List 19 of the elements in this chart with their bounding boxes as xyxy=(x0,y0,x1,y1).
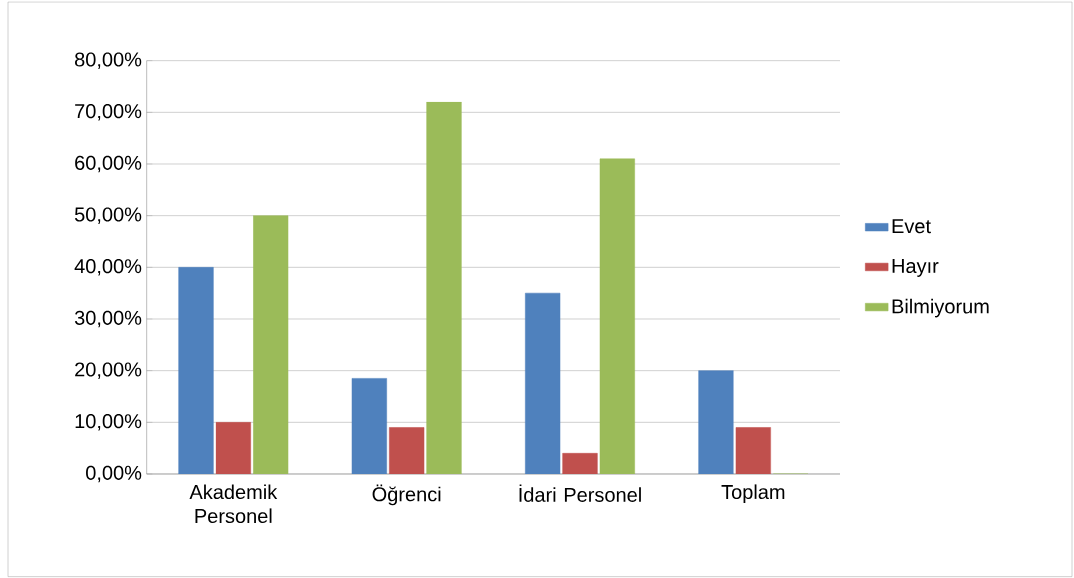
y-tick-label: 40,00% xyxy=(74,259,142,276)
y-tick-label: 0,00% xyxy=(86,465,142,483)
bar xyxy=(253,215,289,474)
legend-label: Bilmiyorum xyxy=(892,298,989,318)
bar xyxy=(599,158,635,474)
y-tick-label: 80,00% xyxy=(75,52,142,69)
y-tick-label: 30,00% xyxy=(74,310,142,328)
y-tick-label: 70,00% xyxy=(75,104,142,121)
y-tick-label: 20,00% xyxy=(75,362,142,379)
x-tick-label: Toplam xyxy=(721,484,785,504)
y-tick-label: 50,00% xyxy=(74,207,142,224)
bar xyxy=(426,101,462,474)
legend-label: Hayır xyxy=(892,259,939,277)
y-tick-label: 10,00% xyxy=(75,414,142,431)
x-tick-label: Öğrenci xyxy=(372,484,441,506)
x-tick-label: İdari Personel xyxy=(519,484,641,502)
y-tick-label: 60,00% xyxy=(75,155,142,173)
x-tick-label: Akademik Personel xyxy=(189,484,278,524)
legend-label: Evet xyxy=(892,219,931,234)
